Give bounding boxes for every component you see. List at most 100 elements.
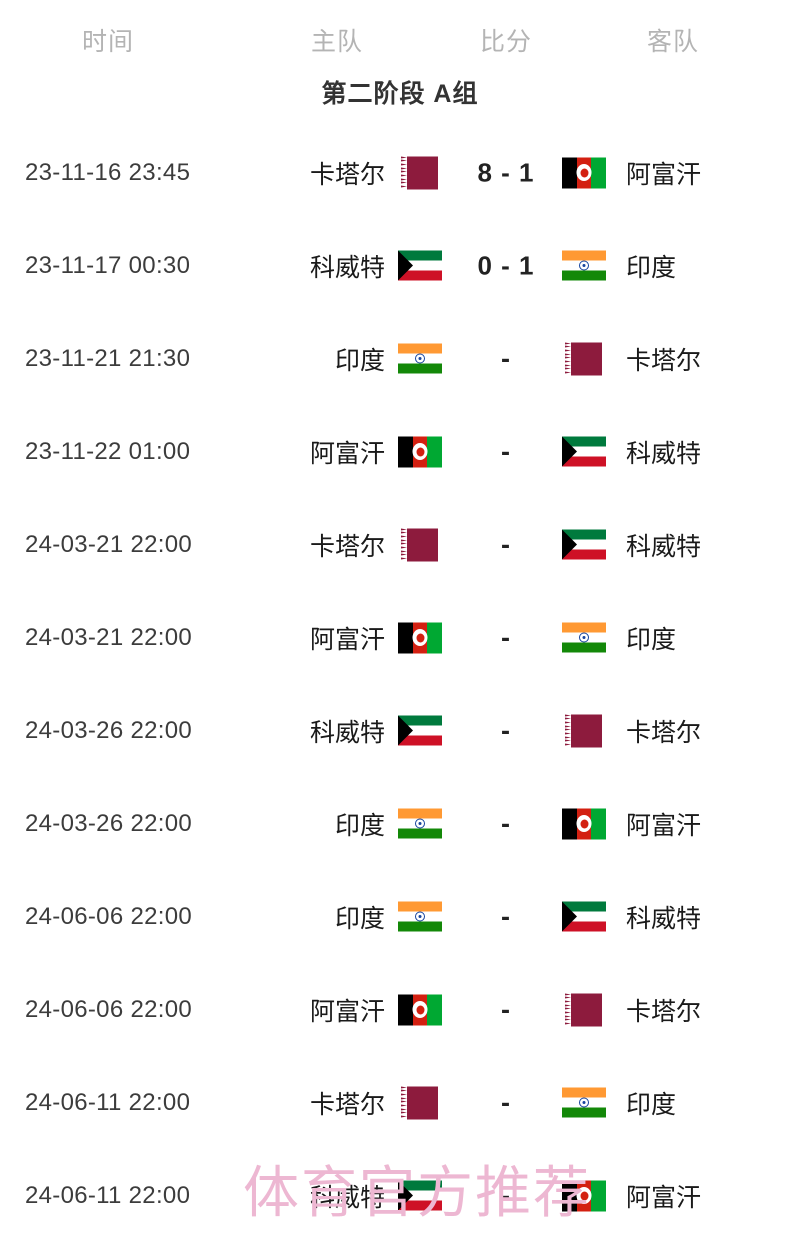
column-header-time: 时间 [81,28,135,56]
kuwait-flag-icon [398,715,442,746]
away-team-name: 卡塔尔 [626,346,702,375]
afghanistan-flag-icon [562,1180,606,1211]
match-score-pending: - [501,529,511,559]
match-row[interactable]: 24-03-26 22:00 印度 - 阿富汗 [0,777,800,870]
match-score-pending: - [501,622,511,652]
match-score-pending: - [501,715,511,745]
match-time: 24-03-26 22:00 [25,809,192,837]
away-team-name: 阿富汗 [626,1183,702,1212]
india-flag-icon [562,1087,606,1118]
match-score-pending: - [501,343,511,373]
afghanistan-flag-icon [562,157,606,188]
away-team-flag [562,436,606,467]
away-team-name: 卡塔尔 [626,718,702,747]
away-team-flag [562,993,602,1026]
home-team-flag [398,808,442,839]
home-team-name: 印度 [334,811,385,840]
india-flag-icon [398,901,442,932]
away-team-name: 科威特 [626,532,702,561]
match-row[interactable]: 24-03-21 22:00 卡塔尔 - 科威特 [0,498,800,591]
match-score-pending: - [501,808,511,838]
qatar-flag-icon [562,714,602,747]
home-team-name: 阿富汗 [309,439,385,468]
column-header-away: 客队 [646,28,700,56]
india-flag-icon [562,250,606,281]
match-score-pending: - [501,1180,511,1210]
match-score-pending: - [501,994,511,1024]
home-team-name: 卡塔尔 [309,160,385,189]
home-team-flag [398,250,442,281]
kuwait-flag-icon [562,901,606,932]
home-team-name: 科威特 [309,1183,385,1212]
away-team-flag [562,1180,606,1211]
afghanistan-flag-icon [398,436,442,467]
qatar-flag-icon [562,993,602,1026]
away-team-flag [562,808,606,839]
match-time: 23-11-21 21:30 [25,344,191,372]
kuwait-flag-icon [398,1180,442,1211]
match-row[interactable]: 23-11-17 00:30 科威特 0 - 1 印度 [0,219,800,312]
india-flag-icon [398,808,442,839]
match-list: 23-11-16 23:45 卡塔尔 8 - 1 阿富汗 23-11-17 00:30 科… [0,126,800,1233]
home-team-flag [398,156,438,189]
away-team-flag [562,1087,606,1118]
match-row[interactable]: 24-06-06 22:00 印度 - 科威特 [0,870,800,963]
match-row[interactable]: 24-06-06 22:00 阿富汗 - 卡塔尔 [0,963,800,1056]
away-team-flag [562,250,606,281]
qatar-flag-icon [398,156,438,189]
home-team-name: 阿富汗 [309,625,385,654]
afghanistan-flag-icon [398,622,442,653]
kuwait-flag-icon [562,529,606,560]
match-row[interactable]: 24-03-21 22:00 阿富汗 - 印度 [0,591,800,684]
table-header: 时间 主队 比分 客队 [0,0,800,62]
away-team-name: 科威特 [626,904,702,933]
match-time: 23-11-22 01:00 [25,437,191,465]
match-time: 24-06-06 22:00 [25,902,192,930]
afghanistan-flag-icon [562,808,606,839]
away-team-name: 卡塔尔 [626,997,702,1026]
match-time: 24-03-26 22:00 [25,716,192,744]
match-score-pending: - [501,901,511,931]
home-team-flag [398,1086,438,1119]
match-score-pending: - [501,1087,511,1117]
column-header-score: 比分 [479,28,533,56]
home-team-flag [398,901,442,932]
match-row[interactable]: 23-11-22 01:00 阿富汗 - 科威特 [0,405,800,498]
home-team-flag [398,715,442,746]
match-row[interactable]: 23-11-16 23:45 卡塔尔 8 - 1 阿富汗 [0,126,800,219]
match-time: 24-06-06 22:00 [25,995,192,1023]
away-team-flag [562,901,606,932]
away-team-flag [562,622,606,653]
match-time: 24-03-21 22:00 [25,623,192,651]
away-team-flag [562,342,602,375]
home-team-name: 阿富汗 [309,997,385,1026]
away-team-name: 阿富汗 [626,160,702,189]
india-flag-icon [562,622,606,653]
match-row[interactable]: 23-11-21 21:30 印度 - 卡塔尔 [0,312,800,405]
group-title: 第二阶段 A组 [321,80,479,108]
home-team-name: 卡塔尔 [309,1090,385,1119]
home-team-name: 科威特 [309,253,385,282]
column-header-home: 主队 [310,28,364,56]
match-row[interactable]: 24-06-11 22:00 卡塔尔 - 印度 [0,1056,800,1149]
home-team-flag [398,343,442,374]
away-team-flag [562,529,606,560]
away-team-flag [562,157,606,188]
home-team-flag [398,994,442,1025]
india-flag-icon [398,343,442,374]
away-team-flag [562,714,602,747]
away-team-name: 印度 [626,1090,677,1119]
match-row[interactable]: 24-03-26 22:00 科威特 - 卡塔尔 [0,684,800,777]
match-time: 24-03-21 22:00 [25,530,192,558]
home-team-flag [398,622,442,653]
home-team-name: 印度 [334,904,385,933]
home-team-name: 印度 [334,346,385,375]
match-score-pending: - [501,436,511,466]
match-time: 23-11-16 23:45 [25,158,191,186]
kuwait-flag-icon [398,250,442,281]
match-row[interactable]: 24-06-11 22:00 科威特 - 阿富汗 [0,1149,800,1233]
away-team-name: 印度 [626,253,677,282]
match-time: 23-11-17 00:30 [25,251,191,279]
home-team-flag [398,1180,442,1211]
